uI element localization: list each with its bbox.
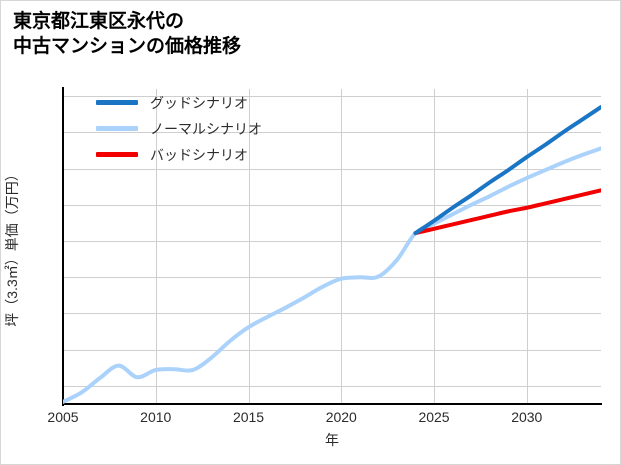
gridline-horizontal [63, 168, 601, 170]
x-axis-tick-label: 2010 [140, 409, 172, 425]
gridline-horizontal [63, 349, 601, 351]
legend-color-swatch [96, 152, 138, 157]
gridline-vertical [155, 89, 157, 404]
legend-item-label: バッドシナリオ [150, 146, 248, 163]
gridline-horizontal [63, 132, 601, 134]
y-axis-line [62, 87, 64, 406]
gridline-vertical [341, 89, 343, 404]
gridline-horizontal [63, 313, 601, 315]
gridline-vertical [526, 89, 528, 404]
gridline-horizontal [63, 385, 601, 387]
chart-legend: グッドシナリオ ノーマルシナリオ バッドシナリオ [96, 94, 262, 163]
legend-item[interactable]: バッドシナリオ [96, 146, 262, 163]
gridline-horizontal [63, 96, 601, 98]
gridline-horizontal [63, 241, 601, 243]
x-axis-tick-label: 2005 [47, 409, 79, 425]
x-axis-tick-label: 2030 [511, 409, 543, 425]
legend-item[interactable]: グッドシナリオ [96, 94, 262, 111]
series-line [413, 188, 601, 236]
plot-area [63, 89, 601, 404]
y-axis-title: 坪（3.3㎡）単価（万円） [4, 166, 20, 327]
x-axis-line [62, 403, 602, 405]
chart-lines [63, 105, 601, 404]
x-axis-tick-label: 2015 [232, 409, 265, 425]
x-axis-title: 年 [325, 432, 339, 448]
legend-item[interactable]: ノーマルシナリオ [96, 120, 262, 137]
gridline-vertical [248, 89, 250, 404]
legend-color-swatch [96, 126, 138, 131]
gridline-horizontal [63, 204, 601, 206]
y-axis-title-wrap: 坪（3.3㎡）単価（万円） [1, 89, 23, 404]
legend-color-swatch [96, 100, 138, 105]
gridline-vertical [434, 89, 436, 404]
series-line [63, 146, 601, 404]
page-title: 東京都江東区永代の 中古マンションの価格推移 [13, 11, 242, 58]
series-line [413, 105, 601, 236]
legend-item-label: グッドシナリオ [150, 94, 248, 111]
x-axis-tick-label: 2020 [325, 409, 357, 425]
x-axis-tick-label: 2025 [418, 409, 450, 425]
gridline-horizontal [63, 277, 601, 279]
legend-item-label: ノーマルシナリオ [150, 120, 262, 137]
